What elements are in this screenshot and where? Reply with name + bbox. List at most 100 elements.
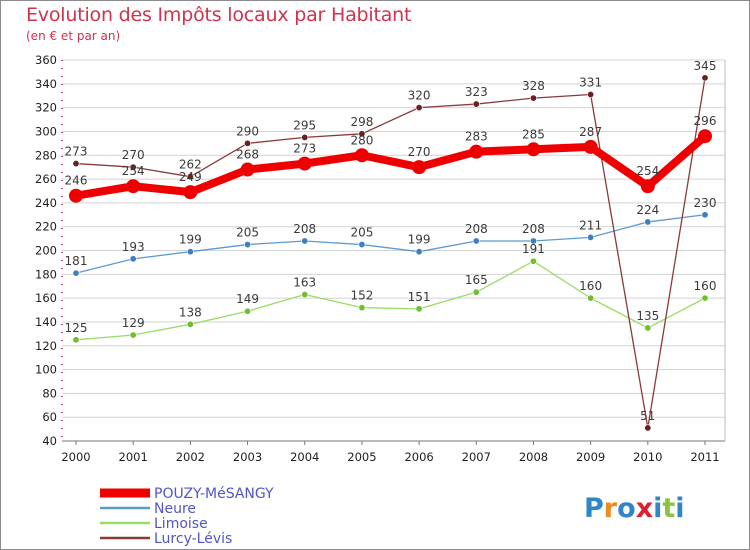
y-tick-label-200: 200 [35, 244, 57, 258]
point-lurcy-l-vis-2003 [244, 139, 252, 147]
data-label-pouzy-m-sangy-2002: 249 [179, 170, 202, 184]
point-lurcy-l-vis-2011 [701, 74, 709, 82]
data-label-lurcy-l-vis-2007: 323 [465, 85, 488, 99]
x-tick-label-2001: 2001 [119, 450, 148, 464]
y-tick-label-280: 280 [35, 148, 57, 162]
logo-letter: t [662, 493, 675, 524]
x-tick-label-2008: 2008 [519, 450, 548, 464]
data-label-pouzy-m-sangy-2011: 296 [694, 114, 717, 128]
point-neure-2000 [72, 269, 80, 277]
point-neure-2002 [186, 248, 194, 256]
legend-label-limoise: Limoise [154, 516, 208, 532]
data-label-limoise-2011: 160 [694, 279, 717, 293]
point-pouzy-m-sangy-2009 [583, 139, 598, 154]
y-tick-label-80: 80 [42, 386, 57, 400]
point-lurcy-l-vis-2009 [587, 91, 595, 99]
point-pouzy-m-sangy-2007 [469, 144, 484, 159]
data-label-limoise-2006: 151 [408, 290, 431, 304]
x-tick-label-2006: 2006 [404, 450, 433, 464]
point-lurcy-l-vis-2010 [644, 424, 652, 432]
chart-title: Evolution des Impôts locaux par Habitant [26, 4, 412, 26]
data-label-lurcy-l-vis-2001: 270 [122, 148, 145, 162]
series-line-pouzy-m-sangy [72, 132, 709, 200]
legend-label-pouzy-m-sangy: POUZY-MéSANGY [154, 486, 274, 502]
y-tick-label-260: 260 [35, 172, 57, 186]
data-label-pouzy-m-sangy-2006: 270 [408, 145, 431, 159]
y-tick-label-300: 300 [35, 124, 57, 138]
y-tick-label-220: 220 [35, 220, 57, 234]
y-tick-label-40: 40 [42, 434, 57, 448]
point-pouzy-m-sangy-2003 [240, 162, 255, 177]
data-label-neure-2000: 181 [65, 254, 88, 268]
data-label-lurcy-l-vis-2003: 290 [236, 124, 259, 138]
point-limoise-2011 [701, 294, 709, 302]
axes: 40 60 80 100 120 140 160 180 200 220 240 260 280 300 3… [35, 53, 726, 464]
grid [62, 59, 725, 442]
data-label-limoise-2007: 165 [465, 273, 488, 287]
data-label-limoise-2000: 125 [65, 321, 88, 335]
data-label-lurcy-l-vis-2008: 328 [522, 79, 545, 93]
data-label-neure-2002: 199 [179, 233, 202, 247]
data-label-pouzy-m-sangy-2007: 283 [465, 130, 488, 144]
data-label-lurcy-l-vis-2004: 295 [293, 118, 316, 132]
data-label-neure-2010: 224 [636, 203, 659, 217]
data-label-pouzy-m-sangy-2003: 268 [236, 148, 259, 162]
data-label-lurcy-l-vis-2006: 320 [408, 89, 431, 103]
point-pouzy-m-sangy-2002 [183, 185, 198, 200]
point-limoise-2004 [301, 291, 309, 299]
data-label-neure-2003: 205 [236, 226, 259, 240]
point-neure-2010 [644, 218, 652, 226]
point-lurcy-l-vis-2008 [529, 94, 537, 102]
logo-letter: x [636, 493, 653, 524]
data-labels: 181 193 199 205 208 205 199 208 208 211 224 230 125 1… [65, 59, 717, 423]
data-label-neure-2008: 208 [522, 222, 545, 236]
point-limoise-2006 [415, 305, 423, 313]
data-label-lurcy-l-vis-2011: 345 [694, 59, 717, 73]
logo-letter: P [584, 493, 604, 524]
point-neure-2004 [301, 237, 309, 245]
series-line-limoise [75, 260, 706, 341]
x-tick-label-2004: 2004 [290, 450, 319, 464]
y-tick-label-360: 360 [35, 53, 57, 67]
point-lurcy-l-vis-2005 [358, 130, 366, 138]
chart-subtitle: (en € et par an) [26, 29, 121, 43]
legend-label-lurcy-l-vis: Lurcy-Lévis [154, 531, 232, 547]
point-lurcy-l-vis-2006 [415, 104, 423, 112]
logo-letter: i [675, 493, 684, 524]
x-tick-label-2003: 2003 [233, 450, 262, 464]
data-label-limoise-2005: 152 [350, 289, 373, 303]
point-pouzy-m-sangy-2010 [640, 179, 655, 194]
point-lurcy-l-vis-2002 [186, 173, 194, 181]
data-label-lurcy-l-vis-2010: 51 [640, 409, 655, 423]
data-label-limoise-2001: 129 [122, 316, 145, 330]
x-tick-label-2005: 2005 [347, 450, 376, 464]
data-label-neure-2004: 208 [293, 222, 316, 236]
x-tick-label-2011: 2011 [690, 450, 719, 464]
data-label-limoise-2008: 191 [522, 242, 545, 256]
y-tick-label-320: 320 [35, 101, 57, 115]
point-lurcy-l-vis-2000 [72, 160, 80, 168]
data-label-pouzy-m-sangy-2010: 254 [636, 164, 659, 178]
point-limoise-2005 [358, 304, 366, 312]
point-limoise-2002 [186, 320, 194, 328]
y-tick-label-60: 60 [42, 410, 57, 424]
point-pouzy-m-sangy-2000 [69, 188, 83, 203]
data-label-neure-2011: 230 [694, 196, 717, 210]
data-label-pouzy-m-sangy-2004: 273 [293, 142, 316, 156]
point-pouzy-m-sangy-2008 [526, 142, 541, 157]
y-tick-label-240: 240 [35, 196, 57, 210]
point-neure-2005 [358, 241, 366, 249]
point-limoise-2009 [587, 294, 595, 302]
data-label-limoise-2004: 163 [293, 276, 316, 290]
point-lurcy-l-vis-2007 [472, 100, 480, 108]
data-label-limoise-2003: 149 [236, 292, 259, 306]
series-lines [69, 74, 712, 432]
data-label-lurcy-l-vis-2000: 273 [65, 145, 88, 159]
point-limoise-2010 [644, 324, 652, 332]
point-neure-2011 [701, 211, 709, 219]
point-lurcy-l-vis-2004 [301, 133, 309, 141]
point-pouzy-m-sangy-2005 [354, 148, 369, 163]
